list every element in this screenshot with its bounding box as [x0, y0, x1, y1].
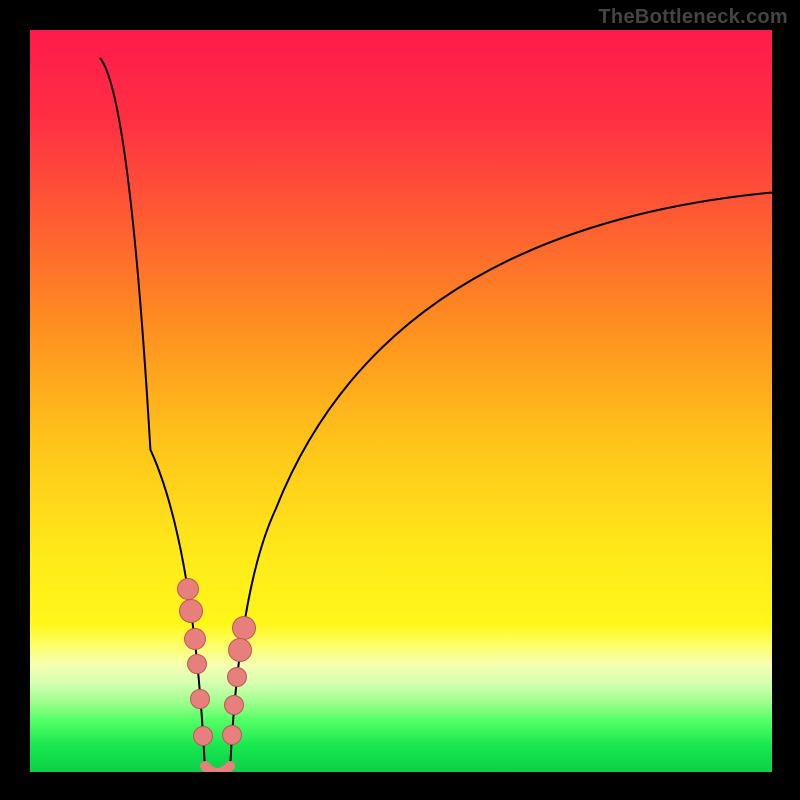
bead-marker: [179, 599, 203, 623]
heat-gradient-background: [30, 30, 772, 772]
bead-marker: [222, 725, 242, 745]
bead-marker: [224, 695, 244, 715]
bead-marker: [193, 726, 213, 746]
bead-marker: [187, 654, 207, 674]
bead-marker: [228, 638, 252, 662]
plot-frame: [30, 30, 772, 772]
bead-marker: [190, 689, 210, 709]
bead-marker: [184, 628, 206, 650]
bead-marker: [227, 667, 247, 687]
bead-marker: [232, 616, 256, 640]
watermark-label: TheBottleneck.com: [598, 6, 788, 29]
bead-marker: [177, 578, 199, 600]
